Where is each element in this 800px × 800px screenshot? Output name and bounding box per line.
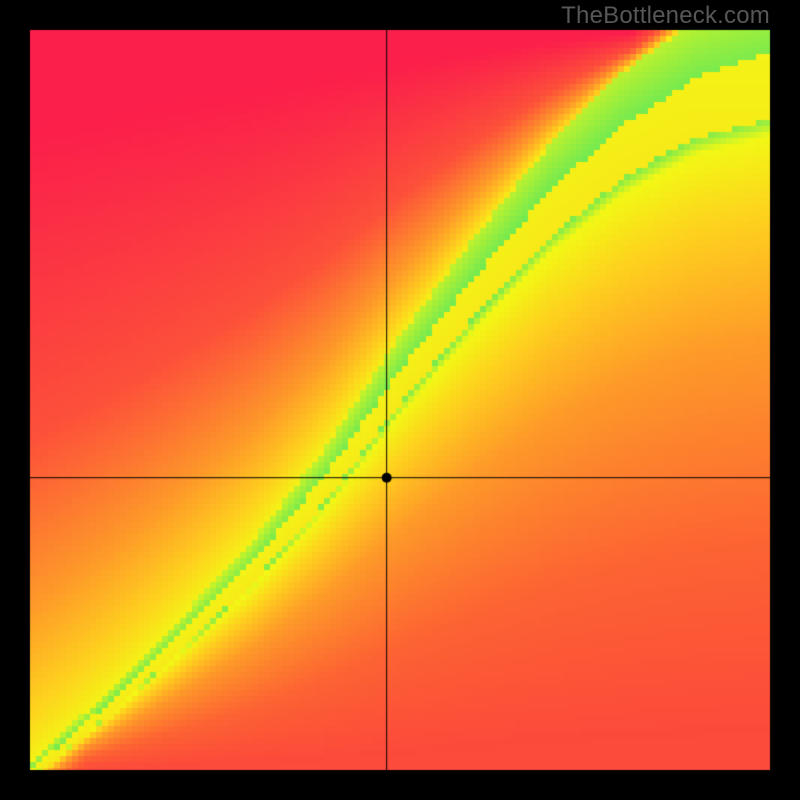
watermark-text: TheBottleneck.com [561,2,770,30]
bottleneck-heatmap [0,0,800,800]
